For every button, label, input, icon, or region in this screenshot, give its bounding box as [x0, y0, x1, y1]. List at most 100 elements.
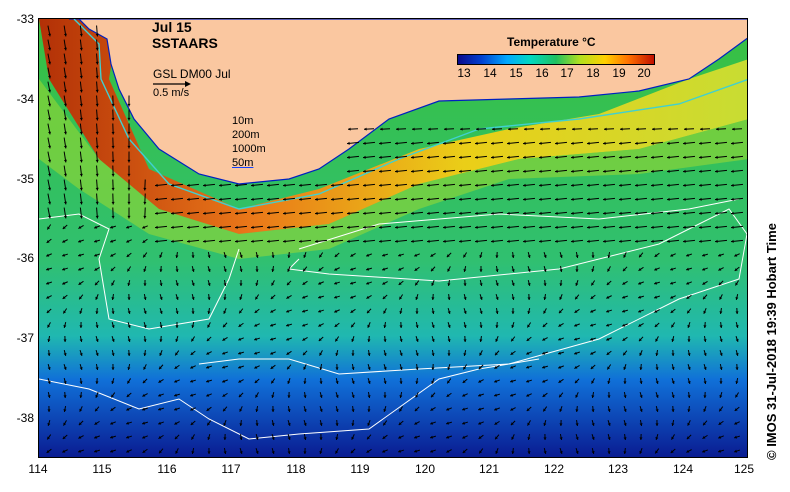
current-arrow-head	[443, 183, 446, 187]
current-arrow-head	[287, 409, 291, 412]
current-arrow-head	[95, 187, 99, 191]
current-arrow-head	[427, 183, 430, 187]
current-arrow-head	[319, 254, 323, 258]
current-arrow-head	[703, 339, 707, 342]
current-arrow-head	[46, 450, 50, 453]
current-arrow-head	[526, 393, 530, 397]
current-arrow-head	[254, 337, 258, 341]
map-date-label: Jul 15	[152, 19, 192, 35]
current-arrow-head	[462, 435, 466, 439]
current-arrow-head	[558, 323, 562, 327]
current-arrow-head	[63, 103, 67, 107]
current-arrow-head	[622, 295, 626, 299]
current-arrow-head	[571, 183, 574, 187]
current-arrow-head	[718, 253, 722, 257]
current-arrow-head	[95, 215, 99, 219]
current-arrow-head	[459, 141, 462, 145]
current-arrow-head	[619, 155, 622, 159]
current-arrow-head	[446, 407, 450, 411]
current-arrow-head	[238, 351, 242, 355]
current-arrow-head	[219, 211, 222, 215]
current-arrow-head	[591, 451, 595, 454]
current-arrow-head	[443, 239, 446, 243]
current-arrow-head	[187, 183, 190, 187]
current-arrow-head	[719, 367, 723, 370]
current-arrow-head	[555, 197, 558, 201]
current-arrow-head	[367, 436, 370, 440]
current-arrow-head	[571, 155, 574, 159]
current-arrow-head	[526, 338, 530, 341]
current-arrow-head	[667, 239, 670, 243]
current-arrow-head	[411, 211, 414, 215]
current-arrow-head	[159, 269, 163, 272]
colorbar-title: Temperature °C	[507, 35, 596, 49]
current-arrow-head	[239, 437, 243, 440]
current-arrow-head	[462, 450, 466, 453]
current-arrow-head	[415, 367, 419, 370]
current-arrow-head	[271, 436, 275, 440]
current-arrow-head	[111, 353, 115, 356]
current-arrow-head	[367, 380, 371, 384]
current-arrow-head	[622, 323, 626, 327]
current-arrow-head	[79, 352, 83, 356]
current-arrow-head	[571, 141, 574, 145]
current-arrow-head	[48, 173, 52, 177]
current-arrow-head	[555, 141, 558, 145]
map-area[interactable]	[38, 18, 748, 458]
current-arrow-head	[478, 366, 482, 370]
current-arrow-head	[459, 211, 462, 215]
current-arrow-head	[46, 281, 50, 285]
current-arrow-head	[587, 141, 590, 145]
current-arrow-head	[491, 183, 494, 187]
current-arrow-head	[478, 421, 482, 425]
current-arrow-head	[315, 225, 318, 229]
current-arrow-head	[463, 366, 467, 370]
current-arrow-head	[652, 127, 655, 131]
current-arrow-head	[94, 225, 98, 229]
current-arrow-head	[635, 239, 638, 243]
current-arrow-head	[651, 225, 654, 229]
current-arrow-head	[190, 407, 194, 411]
current-arrow-head	[479, 325, 483, 328]
current-arrow-head	[62, 239, 66, 243]
current-arrow-head	[639, 423, 643, 426]
colorbar-tick: 16	[535, 66, 549, 80]
current-arrow-head	[606, 323, 610, 327]
current-arrow-head	[191, 338, 195, 342]
current-arrow-head	[47, 226, 51, 230]
current-arrow-head	[155, 225, 158, 229]
current-arrow-head	[48, 61, 52, 65]
current-arrow-head	[670, 450, 674, 453]
current-arrow-head	[443, 155, 446, 159]
current-arrow-head	[46, 240, 50, 243]
current-arrow-head	[287, 268, 291, 272]
current-arrow-head	[207, 282, 211, 286]
current-arrow-head	[687, 380, 691, 384]
current-arrow-head	[175, 282, 179, 286]
current-arrow-head	[303, 451, 307, 454]
current-arrow-head	[366, 295, 370, 299]
current-arrow-head	[62, 267, 66, 271]
current-arrow-head	[379, 225, 382, 229]
current-arrow-head	[540, 127, 543, 131]
current-arrow-head	[415, 311, 419, 314]
current-arrow-head	[79, 187, 83, 191]
current-arrow-head	[494, 352, 498, 356]
current-arrow-head	[715, 169, 718, 173]
current-arrow-head	[363, 155, 366, 159]
current-arrow-head	[523, 197, 526, 201]
current-arrow-head	[63, 381, 67, 384]
current-arrow-head	[334, 267, 338, 271]
current-arrow-head	[447, 297, 451, 300]
current-arrow-head	[475, 169, 478, 173]
current-arrow-head	[558, 365, 562, 369]
x-axis-tick: 118	[286, 462, 306, 476]
current-arrow-head	[654, 281, 658, 285]
current-arrow-head	[383, 325, 387, 328]
current-arrow-head	[94, 449, 98, 453]
current-arrow-head	[683, 225, 686, 229]
current-arrow-head	[143, 310, 147, 314]
current-arrow-head	[459, 197, 462, 201]
current-arrow-head	[366, 253, 370, 257]
current-arrow-head	[79, 145, 83, 149]
